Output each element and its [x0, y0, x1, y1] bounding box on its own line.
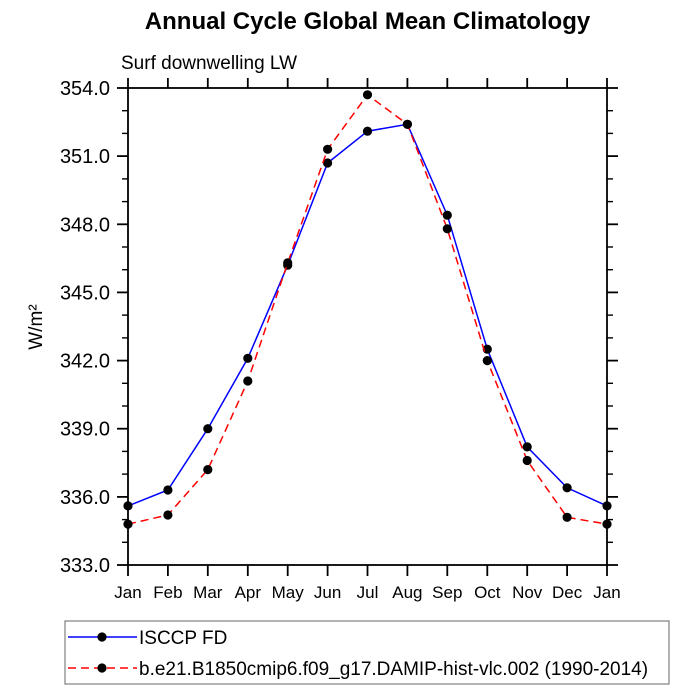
data-point-marker — [163, 485, 173, 495]
data-point-marker — [562, 512, 572, 522]
y-tick-label: 345.0 — [60, 282, 110, 304]
data-point-marker — [243, 353, 253, 363]
data-point-marker — [123, 519, 133, 529]
data-point-marker — [243, 376, 253, 386]
x-tick-label: May — [272, 583, 305, 602]
plot-frame — [127, 87, 608, 566]
chart-title: Annual Cycle Global Mean Climatology — [144, 8, 591, 35]
series-0-line — [123, 119, 612, 511]
data-point-marker — [203, 424, 213, 434]
legend-entry-1: b.e21.B1850cmip6.f09_g17.DAMIP-hist-vlc.… — [68, 659, 648, 680]
x-tick-label: Feb — [153, 583, 182, 602]
y-tick-label: 342.0 — [60, 351, 110, 373]
x-tick-label: Oct — [474, 583, 501, 602]
x-tick-label: Dec — [552, 583, 583, 602]
x-tick-label: Aug — [392, 583, 422, 602]
legend-marker — [97, 663, 107, 673]
data-point-marker — [283, 258, 293, 268]
data-point-marker — [123, 501, 133, 511]
x-tick-label: Apr — [235, 583, 262, 602]
x-tick-label: Sep — [432, 583, 462, 602]
legend-entry-0: ISCCP FD — [68, 628, 227, 649]
data-point-marker — [442, 224, 452, 234]
data-point-marker — [203, 465, 213, 475]
data-point-marker — [522, 442, 532, 452]
data-point-marker — [442, 210, 452, 220]
data-point-marker — [323, 158, 333, 168]
x-tick-label: Jul — [357, 583, 379, 602]
x-axis: Jan Feb Mar Apr May Jun Jul Aug Sep Oct Nov Dec Jan — [114, 78, 621, 602]
y-tick-label: 351.0 — [60, 146, 110, 168]
y-tick-label: 339.0 — [60, 419, 110, 441]
data-point-marker — [522, 455, 532, 466]
data-point-marker — [163, 510, 173, 520]
x-tick-label: Jan — [593, 583, 620, 602]
x-tick-label: Mar — [193, 583, 223, 602]
chart-subtitle: Surf downwelling LW — [121, 53, 298, 74]
legend-box — [64, 620, 670, 685]
data-point-marker — [482, 356, 492, 366]
legend-marker — [97, 632, 107, 642]
data-point-marker — [562, 483, 572, 493]
y-axis: 333.0 336.0 339.0 342.0 345.0 348.0 351.0 354.0 — [60, 78, 618, 577]
data-point-marker — [362, 90, 373, 100]
y-tick-label: 336.0 — [60, 487, 110, 509]
x-tick-label: Jun — [314, 583, 341, 602]
series-1-line — [123, 90, 612, 529]
data-point-marker — [362, 126, 373, 136]
y-tick-label: 354.0 — [60, 78, 110, 100]
data-point-marker — [323, 144, 333, 154]
y-tick-label: 333.0 — [60, 555, 110, 577]
legend: ISCCP FD b.e21.B1850cmip6.f09_g17.DAMIP-h… — [64, 620, 670, 685]
legend-label: b.e21.B1850cmip6.f09_g17.DAMIP-hist-vlc.… — [139, 659, 648, 680]
legend-label: ISCCP FD — [139, 628, 227, 649]
x-tick-label: Jan — [114, 583, 141, 602]
data-point-marker — [602, 501, 612, 511]
data-point-marker — [482, 344, 492, 354]
y-axis-title: W/m² — [26, 304, 47, 349]
y-tick-label: 348.0 — [60, 214, 110, 236]
data-point-marker — [402, 119, 412, 129]
data-point-marker — [602, 519, 612, 529]
x-tick-label: Nov — [512, 583, 543, 602]
